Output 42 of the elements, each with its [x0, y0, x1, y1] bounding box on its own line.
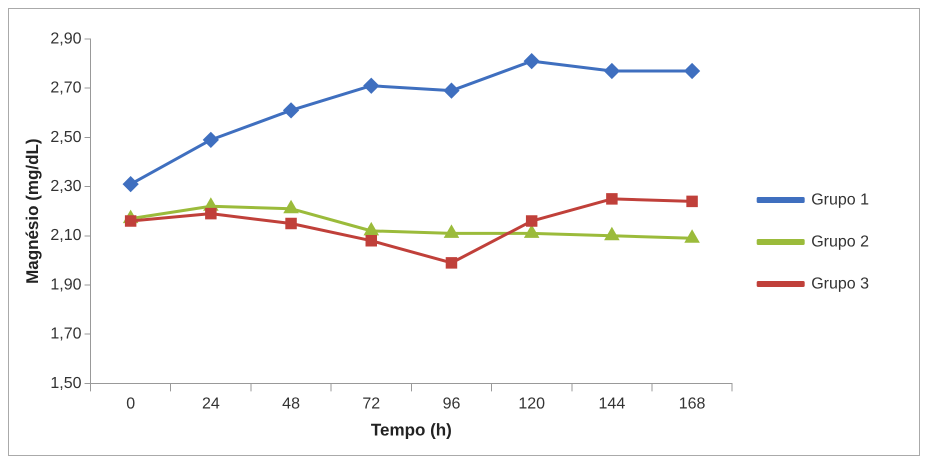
y-tick-label: 2,30	[50, 178, 82, 196]
y-tick-label: 2,70	[50, 80, 82, 97]
point	[686, 196, 698, 208]
x-tick-label: 120	[518, 395, 546, 412]
y-tick-label: 2,90	[50, 30, 82, 48]
point	[284, 102, 299, 118]
x-tick-label: 0	[126, 395, 136, 412]
x-tick-label: 48	[282, 395, 300, 412]
point	[604, 63, 620, 78]
point	[284, 201, 298, 214]
point	[524, 54, 540, 69]
point	[123, 176, 138, 192]
x-tick-label: 168	[678, 395, 706, 412]
y-tick-label: 2,50	[50, 128, 82, 146]
point	[684, 63, 700, 78]
x-tick-label: 144	[598, 395, 626, 412]
point	[205, 208, 217, 220]
point	[203, 132, 218, 148]
point	[446, 257, 458, 269]
y-tick-label: 1,70	[50, 326, 82, 343]
x-tick-label: 96	[442, 395, 460, 412]
point	[605, 228, 619, 240]
point	[685, 230, 699, 243]
y-axis-title: Magnésio (mg/dL)	[22, 138, 42, 284]
point	[366, 234, 378, 246]
point	[364, 78, 379, 94]
x-tick-label: 72	[362, 395, 380, 412]
point	[444, 226, 458, 238]
y-tick-label: 1,50	[50, 374, 82, 392]
point	[524, 226, 538, 238]
point	[606, 193, 618, 205]
point	[285, 218, 297, 230]
point	[364, 223, 378, 236]
point	[526, 215, 538, 227]
y-tick-label: 1,90	[50, 276, 82, 294]
legend-label: Grupo 1	[811, 191, 870, 208]
legend-label: Grupo 2	[811, 233, 870, 250]
point	[444, 83, 459, 98]
x-axis-title: Tempo (h)	[370, 420, 452, 440]
y-tick-label: 2,10	[50, 227, 82, 244]
x-tick-label: 24	[202, 395, 220, 412]
legend-label: Grupo 3	[811, 275, 870, 292]
